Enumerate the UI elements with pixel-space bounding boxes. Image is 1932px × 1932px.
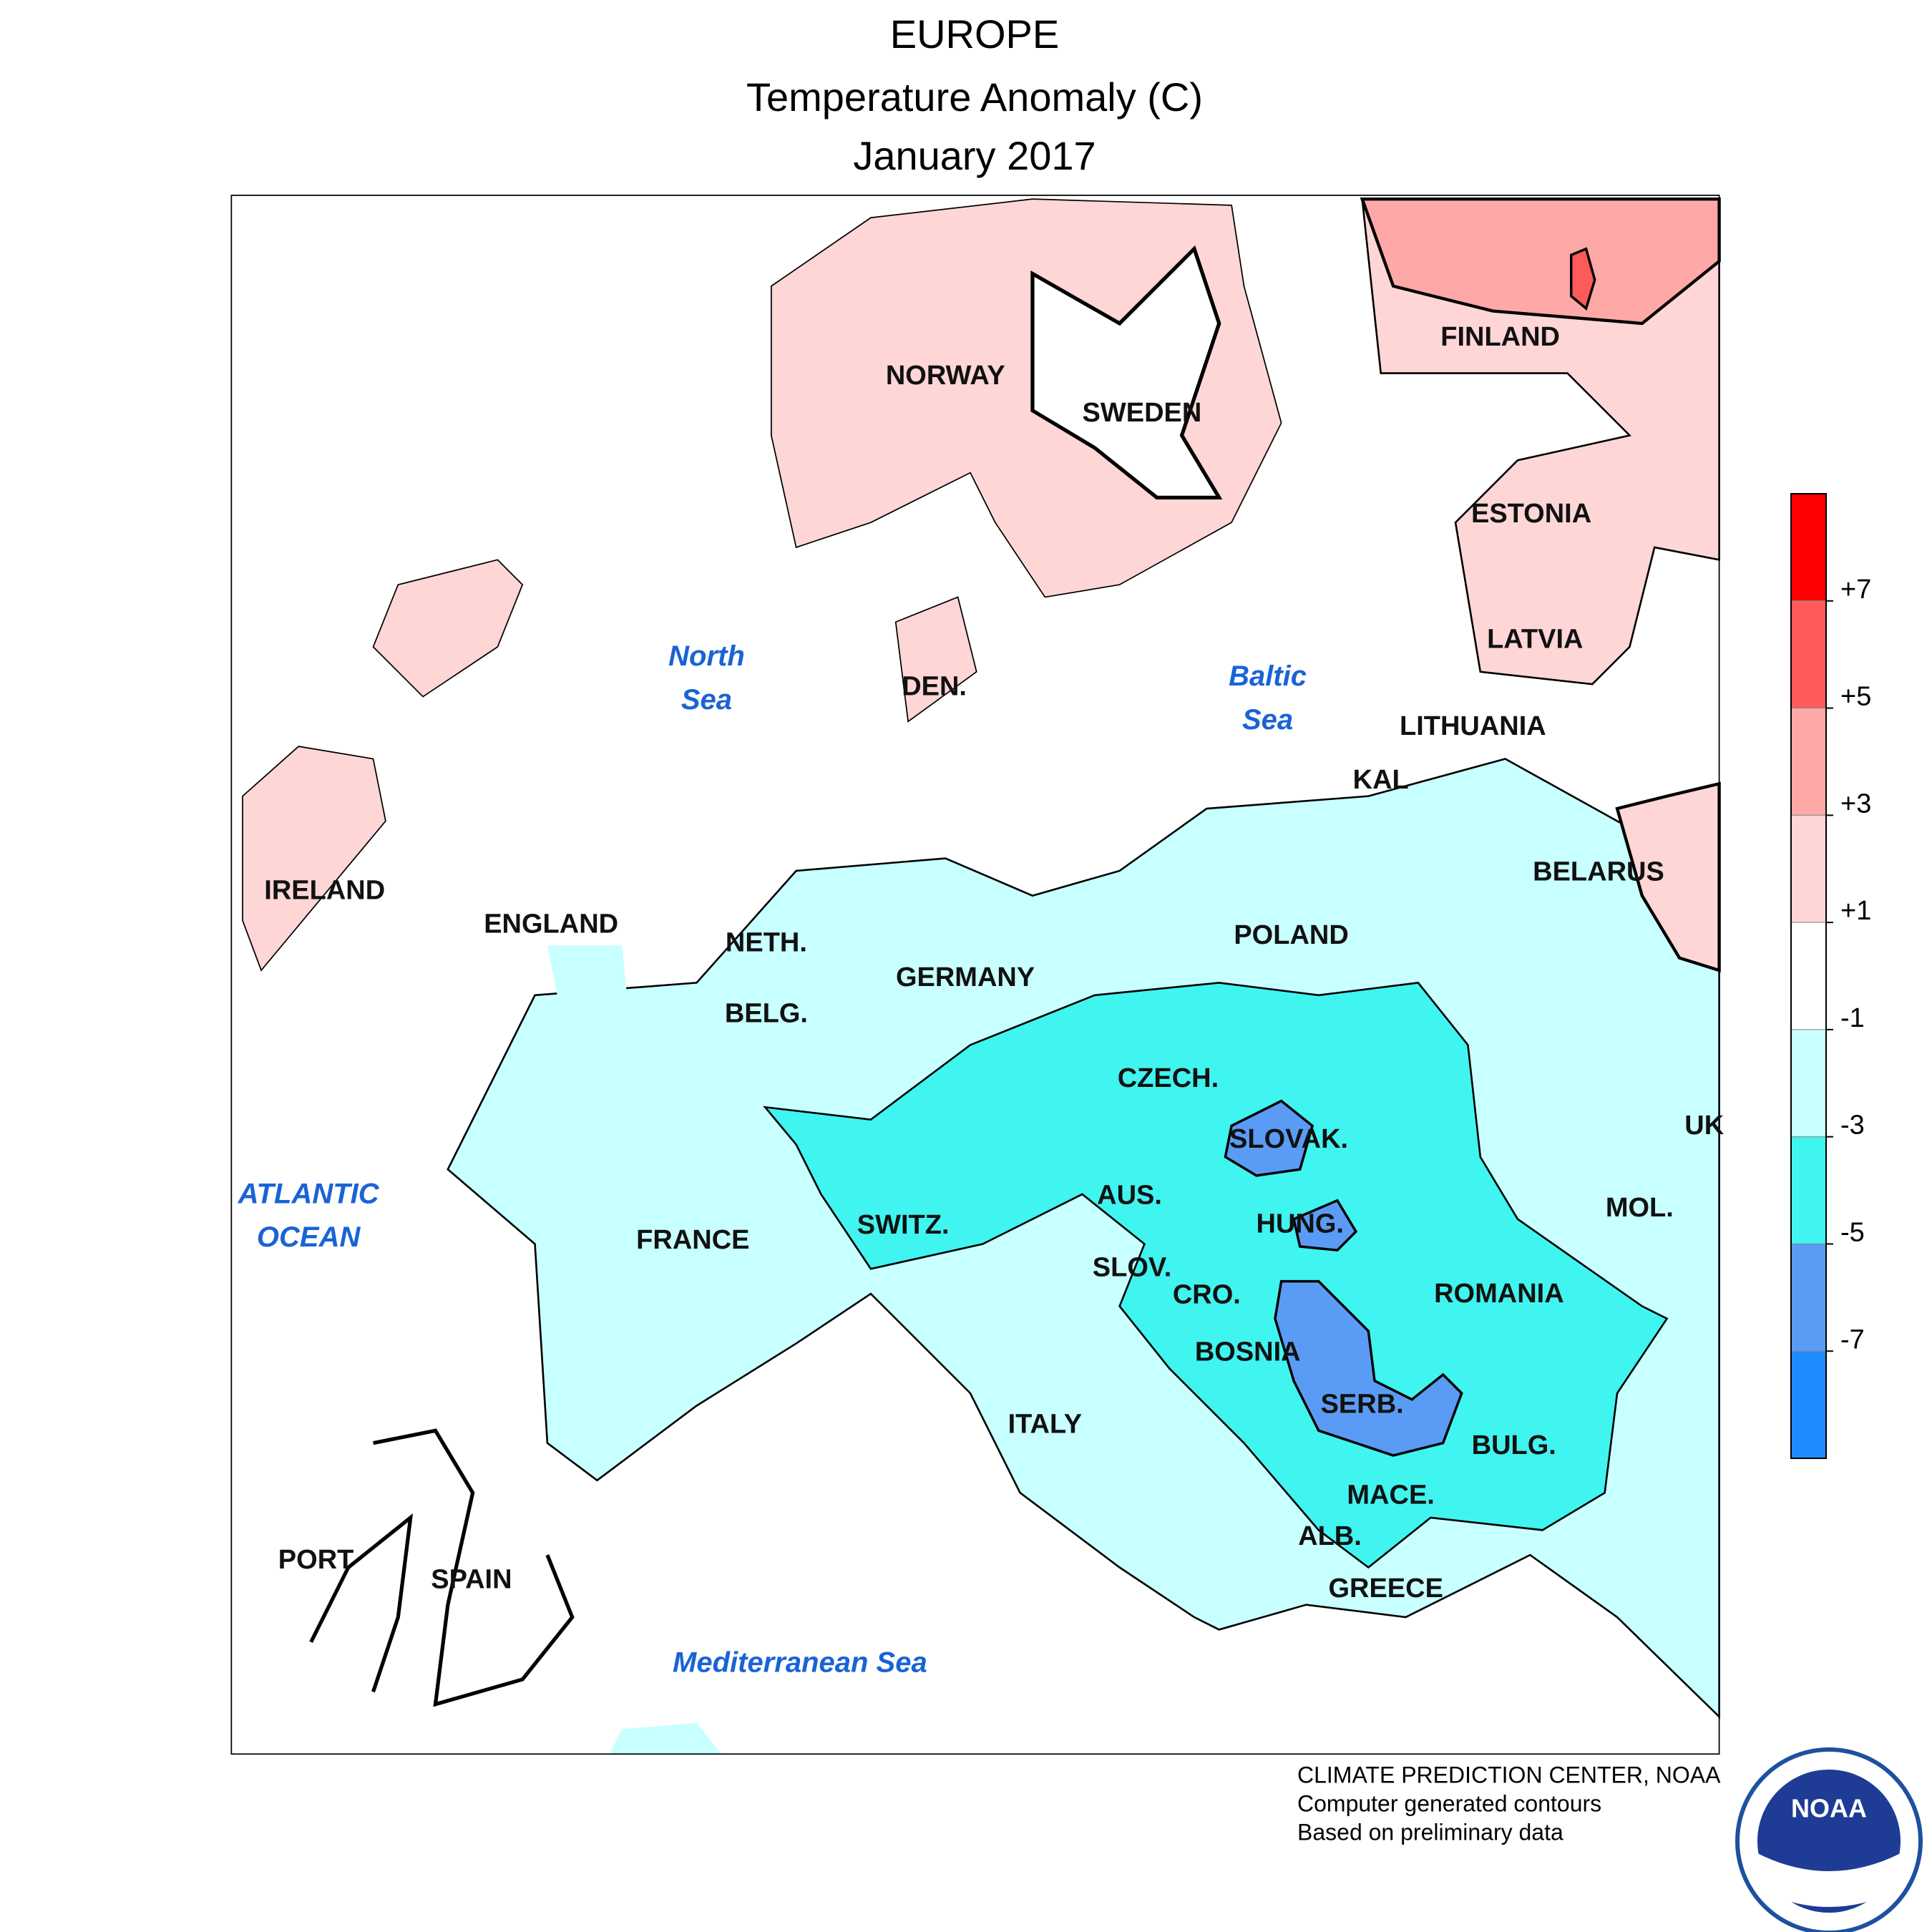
- country-label: SERB.: [1321, 1390, 1404, 1420]
- date: January 2017: [853, 133, 1096, 178]
- sea-label: Baltic: [1229, 660, 1307, 692]
- country-label: BOSNIA: [1195, 1337, 1301, 1367]
- country-label: IRELAND: [264, 876, 385, 906]
- sea-label: OCEAN: [257, 1221, 361, 1253]
- country-label: SWEDEN: [1083, 398, 1202, 428]
- country-label: GREECE: [1328, 1574, 1443, 1604]
- legend-swatch: [1790, 1350, 1827, 1459]
- legend-label: +7: [1840, 575, 1871, 605]
- legend-label: -3: [1840, 1111, 1865, 1141]
- country-label: BULG.: [1472, 1430, 1556, 1460]
- legend-label: +1: [1840, 896, 1871, 926]
- legend-swatch: [1790, 1136, 1827, 1244]
- country-label: SWITZ.: [857, 1210, 950, 1240]
- country-label: CRO.: [1173, 1280, 1241, 1310]
- country-label: HUNG.: [1257, 1209, 1344, 1239]
- country-label: MACE.: [1347, 1480, 1434, 1510]
- legend-swatch: [1790, 814, 1827, 923]
- legend-label: -7: [1840, 1324, 1865, 1355]
- country-label: NORWAY: [886, 361, 1005, 391]
- legend-frame: [1790, 493, 1827, 1459]
- legend-label: -1: [1840, 1003, 1865, 1033]
- country-label: LATVIA: [1487, 624, 1583, 654]
- sea-label: Sea: [1242, 704, 1293, 736]
- subtitle: Temperature Anomaly (C): [746, 74, 1203, 119]
- title: EUROPE: [890, 11, 1060, 57]
- footer-line: Based on preliminary data: [1297, 1819, 1563, 1845]
- country-label: SLOV.: [1093, 1252, 1172, 1282]
- legend-swatch: [1790, 1029, 1827, 1138]
- country-label: BELG.: [725, 999, 808, 1029]
- country-label: LITHUANIA: [1400, 711, 1546, 741]
- sea-label: ATLANTIC: [238, 1178, 380, 1209]
- sea-label: North: [668, 640, 745, 672]
- footer-line: Computer generated contours: [1297, 1790, 1601, 1816]
- country-label: SLOVAK.: [1229, 1124, 1348, 1154]
- country-label: CZECH.: [1118, 1063, 1219, 1093]
- country-label: ITALY: [1008, 1409, 1082, 1439]
- country-label: FINLAND: [1440, 322, 1560, 352]
- noaa-logo: NOAA: [1735, 1747, 1923, 1932]
- legend-label: +3: [1840, 789, 1871, 819]
- country-label: DEN.: [902, 671, 967, 701]
- country-label: POLAND: [1234, 920, 1348, 950]
- logo-text: NOAA: [1791, 1794, 1867, 1823]
- country-label: ALB.: [1298, 1521, 1362, 1551]
- country-label: KAL: [1353, 765, 1409, 795]
- legend-label: -5: [1840, 1217, 1865, 1247]
- country-label: PORT: [278, 1545, 354, 1575]
- country-label: ENGLAND: [484, 909, 618, 939]
- legend-swatch: [1790, 922, 1827, 1030]
- sea-label: Sea: [681, 684, 732, 716]
- legend-label: +5: [1840, 682, 1871, 712]
- legend-swatch: [1790, 1243, 1827, 1352]
- country-label: AUS.: [1097, 1180, 1162, 1210]
- footer-line: CLIMATE PREDICTION CENTER, NOAA: [1297, 1762, 1721, 1787]
- country-label: SPAIN: [431, 1565, 512, 1595]
- country-label: NETH.: [726, 928, 807, 958]
- country-label: MOL.: [1606, 1193, 1674, 1223]
- country-label: ESTONIA: [1471, 499, 1591, 529]
- country-label: UK: [1684, 1111, 1724, 1141]
- country-label: GERMANY: [896, 962, 1035, 992]
- legend-swatch: [1790, 708, 1827, 816]
- country-label: FRANCE: [636, 1225, 749, 1255]
- map-shading: [230, 195, 1721, 1755]
- country-label: ROMANIA: [1434, 1279, 1564, 1309]
- legend-swatch: [1790, 493, 1827, 602]
- country-label: BELARUS: [1533, 857, 1664, 887]
- legend-swatch: [1790, 600, 1827, 709]
- sea-label: Mediterranean Sea: [673, 1647, 927, 1679]
